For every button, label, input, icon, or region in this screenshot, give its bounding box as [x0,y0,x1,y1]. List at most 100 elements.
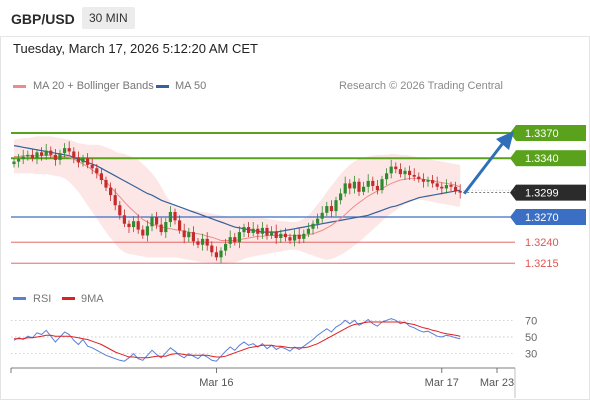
candle-body [182,230,186,238]
candle-body [339,193,343,201]
candle-body [389,166,393,174]
level-tag-pointer-2 [510,209,516,225]
candle-body [357,181,361,192]
candle-body [444,185,448,189]
rsi-legend-label: RSI [33,293,52,305]
candle-body [283,233,287,238]
candle-body [247,227,251,233]
candle-body [293,234,297,241]
candle-body [311,223,315,229]
level-tag-0 [516,125,586,141]
scenario-arrow-shaft [463,142,505,195]
timeframe-button[interactable]: 30 MIN [82,7,135,29]
candle-body [191,232,195,242]
candle-body [173,211,177,221]
candle-body [49,150,53,155]
rsi-line [13,318,461,362]
level-tag-1 [516,150,586,167]
candle-body [86,158,90,165]
level-label-4: 1.3215 [525,258,559,270]
candle-body [63,148,67,154]
candle-body [141,229,145,236]
candle-body [168,211,172,223]
candle-body [380,179,384,191]
candle-body [366,180,370,187]
candle-body [408,170,412,175]
candle-body [375,185,379,191]
candle-body [348,183,352,189]
candle-body [118,205,122,216]
candle-body [385,173,389,180]
x-axis-label: Mar 17 [425,377,459,389]
candle-body [352,181,356,189]
level-tag-pointer-1 [510,150,516,167]
candle-body [30,154,34,159]
candle-body [265,227,269,236]
candle-body [145,226,149,236]
candle-body [302,233,306,239]
candle-body [412,175,416,177]
candle-body [95,168,99,174]
candle-body [214,252,218,258]
level-label-2: 1.3270 [525,212,559,224]
last-price-tag [516,184,586,201]
candle-body [12,161,16,165]
symbol-label: GBP/USD [11,11,75,27]
candle-body [109,187,113,196]
candle-body [127,223,131,228]
candle-body [104,180,108,188]
candle-body [449,185,453,187]
candle-body [81,158,85,163]
candle-body [58,153,62,160]
candle-body [279,233,283,238]
candle-body [178,220,182,231]
last-price-label: 1.3299 [525,188,559,200]
candle-body [187,232,191,238]
candle-body [44,150,48,156]
candle-body [67,148,71,152]
candle-body [224,243,228,251]
candle-body [76,157,80,163]
last-price-tag-pointer [510,184,516,201]
candle-body [17,159,21,162]
candle-body [334,200,338,212]
level-label-1: 1.3340 [525,153,559,165]
ma9-legend-swatch [62,297,75,300]
candle-body [417,176,421,180]
level-tag-2 [516,209,586,225]
candle-body [256,228,260,234]
ma50-legend-label: MA 50 [175,80,207,92]
candle-body [219,250,223,258]
candle-body [306,228,310,234]
ma20-line [14,154,461,241]
x-axis-label: Mar 23 [480,377,514,389]
rsi-legend-swatch [13,297,26,300]
candle-body [150,217,154,227]
candle-body [297,234,301,239]
level-label-3: 1.3240 [525,237,559,249]
candle-body [132,221,136,228]
rsi-ma-line [14,321,461,359]
candle-body [228,237,232,244]
candle-body [426,180,430,182]
candle-body [458,190,462,193]
ma50-legend-swatch [156,85,169,88]
candle-body [421,179,425,182]
candle-body [113,195,117,206]
candle-body [99,173,103,181]
x-axis-label: Mar 16 [199,377,233,389]
candle-body [431,180,435,184]
candle-body [210,245,214,253]
timestamp: Tuesday, March 17, 2026 5:12:20 AM CET [13,41,258,56]
chart-header: GBP/USD 30 MIN [0,0,590,37]
ma20-legend-swatch [13,85,26,88]
candle-body [398,169,402,175]
candle-body [251,228,255,233]
candle-body [90,164,94,169]
candle-body [233,237,237,243]
candle-body [35,152,39,159]
credit-text: Research © 2026 Trading Central [338,80,503,92]
candle-body [325,206,329,213]
candle-body [159,224,163,233]
ma20-legend-label: MA 20 + Bollinger Bands [33,80,154,92]
